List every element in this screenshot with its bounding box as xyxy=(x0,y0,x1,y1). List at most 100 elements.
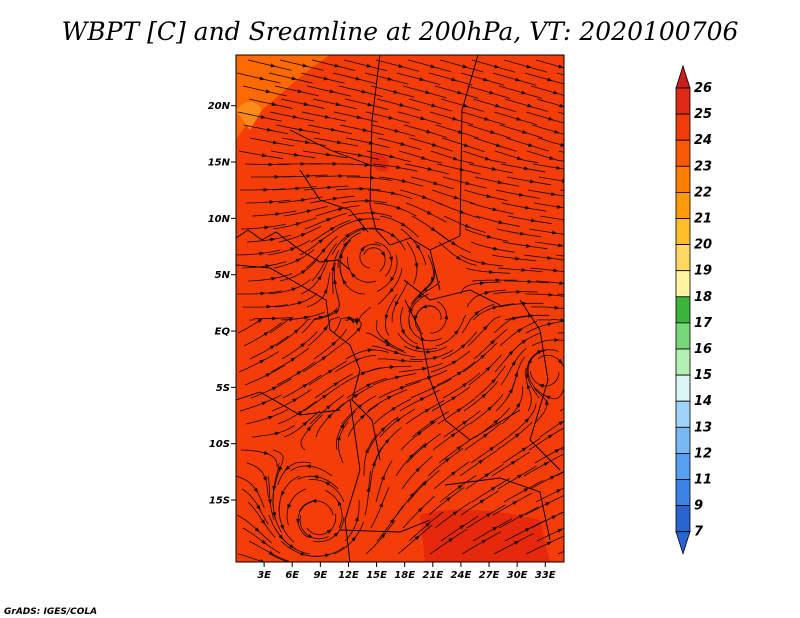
streamline xyxy=(437,202,481,219)
streamline xyxy=(459,450,498,477)
streamline-arrow xyxy=(558,64,564,69)
latitude-axis: 20N 15N 10N 5N EQ 5S 10S 15S xyxy=(208,101,236,507)
streamline xyxy=(273,249,315,269)
colorbar-segment xyxy=(675,348,691,376)
streamline xyxy=(463,189,508,202)
streamline xyxy=(503,479,544,503)
streamline xyxy=(378,176,423,187)
streamline-arrow xyxy=(464,223,471,228)
streamline xyxy=(524,494,564,516)
streamline-arrow xyxy=(482,325,488,331)
streamline xyxy=(436,361,476,386)
streamline xyxy=(440,515,479,542)
streamline-arrow xyxy=(389,518,395,524)
streamline xyxy=(408,511,444,542)
streamline-arrow xyxy=(360,246,365,252)
streamline xyxy=(311,59,356,71)
streamline-arrow xyxy=(524,417,530,423)
streamline-arrow xyxy=(422,287,428,292)
streamline-arrow xyxy=(521,447,527,452)
streamline xyxy=(302,345,340,373)
colorbar-label: 25 xyxy=(694,107,712,122)
streamline-arrow xyxy=(300,342,306,348)
streamline-arrow xyxy=(519,231,526,236)
streamline xyxy=(366,365,412,373)
streamline-arrow xyxy=(306,426,312,432)
streamline-arrow xyxy=(324,114,330,119)
streamline-arrow xyxy=(527,142,534,147)
streamline-arrow xyxy=(339,423,345,429)
streamline xyxy=(277,400,317,425)
streamline xyxy=(367,389,408,412)
streamline-arrow xyxy=(484,291,490,295)
streamline xyxy=(427,447,464,477)
country-border xyxy=(236,391,341,416)
streamline-arrow xyxy=(261,401,268,406)
streamline xyxy=(305,235,338,269)
lon-tick-label: 3E xyxy=(257,570,271,581)
streamline xyxy=(469,202,514,215)
streamline xyxy=(346,377,388,399)
streamline-arrow xyxy=(390,191,397,195)
streamline xyxy=(495,189,541,199)
streamline xyxy=(523,454,564,477)
streamline xyxy=(313,137,359,147)
streamline xyxy=(493,315,534,334)
streamline xyxy=(248,98,293,109)
streamline xyxy=(373,398,412,425)
streamline-arrow xyxy=(274,431,281,436)
streamline-arrow xyxy=(297,301,304,306)
streamline-arrow xyxy=(297,410,304,415)
streamline-arrow xyxy=(518,192,525,197)
streamline xyxy=(431,386,471,412)
streamline-arrow xyxy=(290,247,296,252)
colorbar-segment xyxy=(675,139,691,167)
streamline xyxy=(290,465,333,477)
lon-tick-label: 30E xyxy=(507,570,528,581)
streamline xyxy=(332,250,340,294)
streamline xyxy=(397,332,438,350)
streamline-arrow xyxy=(401,179,408,183)
streamline xyxy=(341,200,387,204)
streamline xyxy=(535,59,564,69)
country-border xyxy=(289,129,371,166)
streamline xyxy=(370,486,390,529)
streamline-arrow xyxy=(522,129,528,134)
streamline-arrow xyxy=(272,512,277,518)
streamline-arrow xyxy=(457,90,463,95)
streamline xyxy=(398,362,443,373)
streamline-arrow xyxy=(548,116,554,121)
streamline xyxy=(301,546,345,557)
streamline-arrow xyxy=(300,269,307,275)
streamline-arrow xyxy=(544,399,549,405)
streamline xyxy=(556,72,564,76)
streamline xyxy=(347,176,392,181)
lat-tick-label: 15S xyxy=(209,496,230,507)
streamline-arrow xyxy=(559,281,564,286)
streamline-arrow xyxy=(486,513,492,518)
streamline xyxy=(307,316,341,347)
streamline xyxy=(402,85,447,99)
streamline-arrow xyxy=(264,225,270,230)
streamline xyxy=(340,163,386,168)
streamline xyxy=(310,219,351,243)
streamline-arrow xyxy=(292,398,298,403)
streamline xyxy=(525,535,564,555)
streamline xyxy=(366,150,411,162)
grads-credit: GrADS: IGES/COLA xyxy=(4,607,97,617)
streamline xyxy=(300,72,345,84)
streamline-arrow xyxy=(513,540,520,545)
streamline-arrow xyxy=(333,532,339,538)
streamline-arrow xyxy=(421,304,428,309)
streamline xyxy=(525,293,564,297)
streamline xyxy=(526,357,540,399)
lat-tick-label: 5N xyxy=(215,270,231,281)
streamline-arrow xyxy=(290,357,296,362)
streamline-arrow xyxy=(368,140,374,145)
streamline-arrow xyxy=(554,305,560,310)
lon-tick-label: 9E xyxy=(313,570,327,581)
streamline xyxy=(281,137,327,146)
streamline-arrow xyxy=(429,420,436,425)
streamline-arrow xyxy=(323,325,328,331)
streamline xyxy=(274,293,318,308)
